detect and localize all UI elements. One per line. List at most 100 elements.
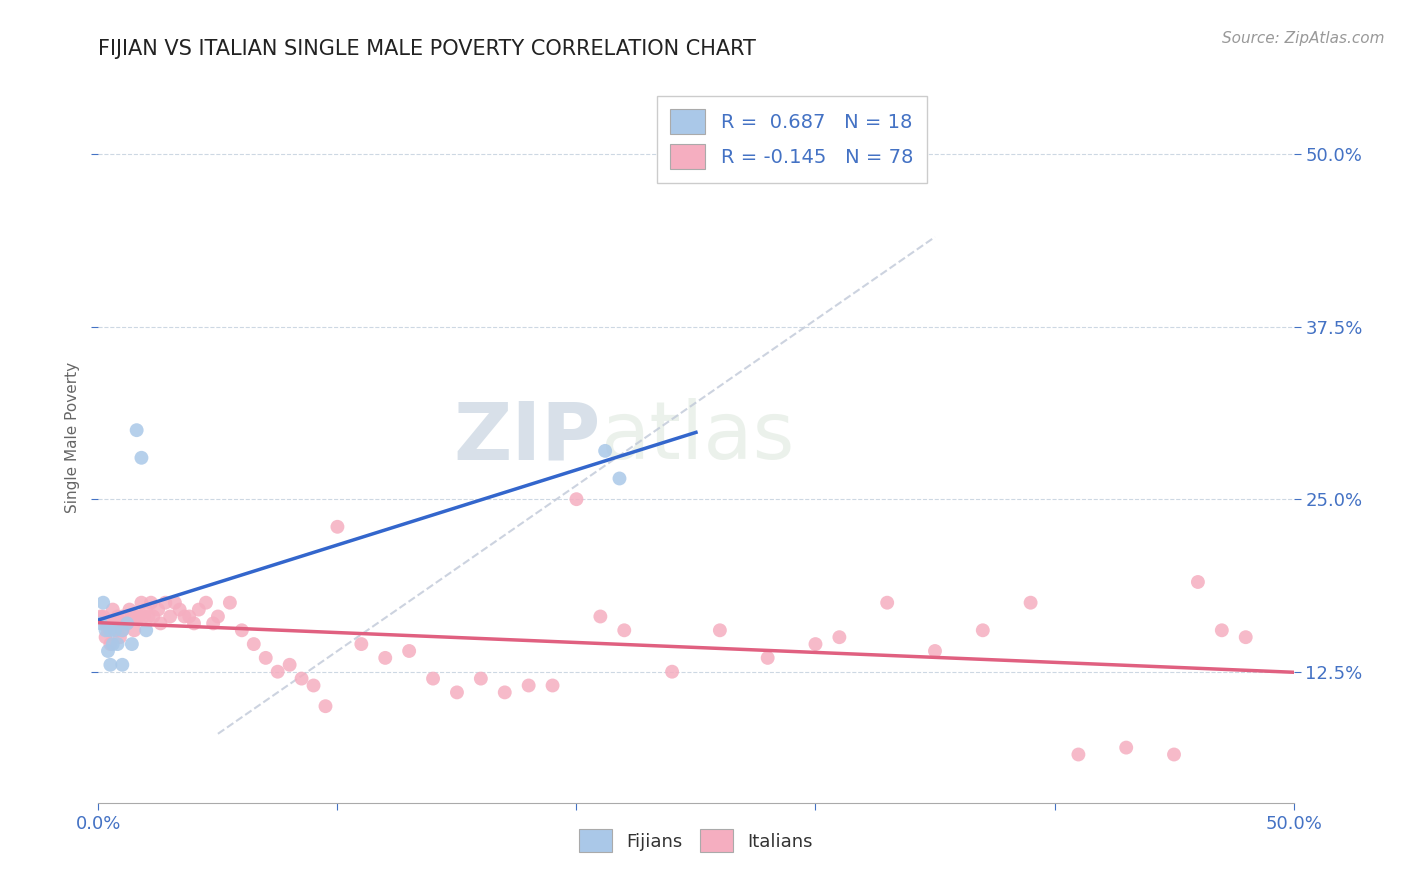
Point <box>291 672 314 686</box>
Point <box>98 637 122 651</box>
Point <box>142 609 165 624</box>
Point <box>115 616 138 631</box>
Point <box>98 616 122 631</box>
Point <box>709 624 731 638</box>
Point <box>1067 747 1090 762</box>
Point <box>114 616 136 631</box>
Point <box>118 602 141 616</box>
Point <box>1187 574 1209 589</box>
Point <box>107 637 129 651</box>
Point <box>183 616 205 631</box>
Point <box>94 630 117 644</box>
Point <box>422 672 444 686</box>
Point <box>163 596 186 610</box>
Point <box>155 596 177 610</box>
Point <box>111 624 134 638</box>
Point <box>924 644 946 658</box>
Point <box>135 602 157 616</box>
Point <box>661 665 683 679</box>
Point <box>876 596 898 610</box>
Point <box>94 624 117 638</box>
Point <box>1019 596 1042 610</box>
Point <box>804 637 827 651</box>
Point <box>593 443 616 458</box>
Point <box>104 624 127 638</box>
Point <box>219 596 242 610</box>
Point <box>828 630 851 644</box>
Point <box>169 602 191 616</box>
Point <box>121 609 143 624</box>
Point <box>125 609 148 624</box>
Point <box>159 609 181 624</box>
Point <box>173 609 195 624</box>
Point <box>111 657 134 672</box>
Point <box>756 651 779 665</box>
Point <box>398 644 420 658</box>
Point <box>207 609 229 624</box>
Point <box>107 624 129 638</box>
Text: FIJIAN VS ITALIAN SINGLE MALE POVERTY CORRELATION CHART: FIJIAN VS ITALIAN SINGLE MALE POVERTY CO… <box>98 38 756 59</box>
Point <box>1163 747 1185 762</box>
Point <box>350 637 373 651</box>
Point <box>94 616 117 631</box>
Point <box>97 644 120 658</box>
Point <box>97 624 120 638</box>
Point <box>98 657 122 672</box>
Point <box>1234 630 1257 644</box>
Point <box>541 678 564 692</box>
Point <box>267 665 290 679</box>
Point <box>108 630 131 644</box>
Point <box>132 609 155 624</box>
Point <box>446 685 468 699</box>
Point <box>202 616 225 631</box>
Point <box>494 685 516 699</box>
Point <box>124 624 146 638</box>
Point <box>135 624 157 638</box>
Point <box>374 651 396 665</box>
Point <box>1115 740 1137 755</box>
Point <box>131 450 153 465</box>
Point <box>254 651 277 665</box>
Point <box>1211 624 1233 638</box>
Point <box>517 678 540 692</box>
Point <box>101 602 124 616</box>
Point <box>121 637 143 651</box>
Point <box>565 492 588 507</box>
Point <box>107 609 129 624</box>
Point <box>90 616 112 631</box>
Point <box>278 657 301 672</box>
Point <box>179 609 201 624</box>
Point <box>91 609 114 624</box>
Legend: Fijians, Italians: Fijians, Italians <box>572 822 820 860</box>
Point <box>97 616 120 631</box>
Point <box>613 624 636 638</box>
Point <box>138 609 160 624</box>
Point <box>148 602 170 616</box>
Point <box>131 596 153 610</box>
Point <box>111 624 134 638</box>
Point <box>128 609 150 624</box>
Point <box>101 637 124 651</box>
Y-axis label: Single Male Poverty: Single Male Poverty <box>65 361 80 513</box>
Text: ZIP: ZIP <box>453 398 600 476</box>
Point <box>104 616 127 631</box>
Point <box>972 624 994 638</box>
Point <box>90 609 112 624</box>
Text: atlas: atlas <box>600 398 794 476</box>
Text: Source: ZipAtlas.com: Source: ZipAtlas.com <box>1222 31 1385 46</box>
Point <box>139 596 162 610</box>
Point <box>243 637 266 651</box>
Point <box>111 609 134 624</box>
Point <box>125 423 148 437</box>
Point <box>302 678 325 692</box>
Point <box>98 624 122 638</box>
Point <box>470 672 492 686</box>
Point <box>91 596 114 610</box>
Point <box>315 699 337 714</box>
Point <box>187 602 209 616</box>
Point <box>115 616 138 631</box>
Point <box>609 471 631 485</box>
Point <box>589 609 612 624</box>
Point <box>149 616 172 631</box>
Point <box>326 520 349 534</box>
